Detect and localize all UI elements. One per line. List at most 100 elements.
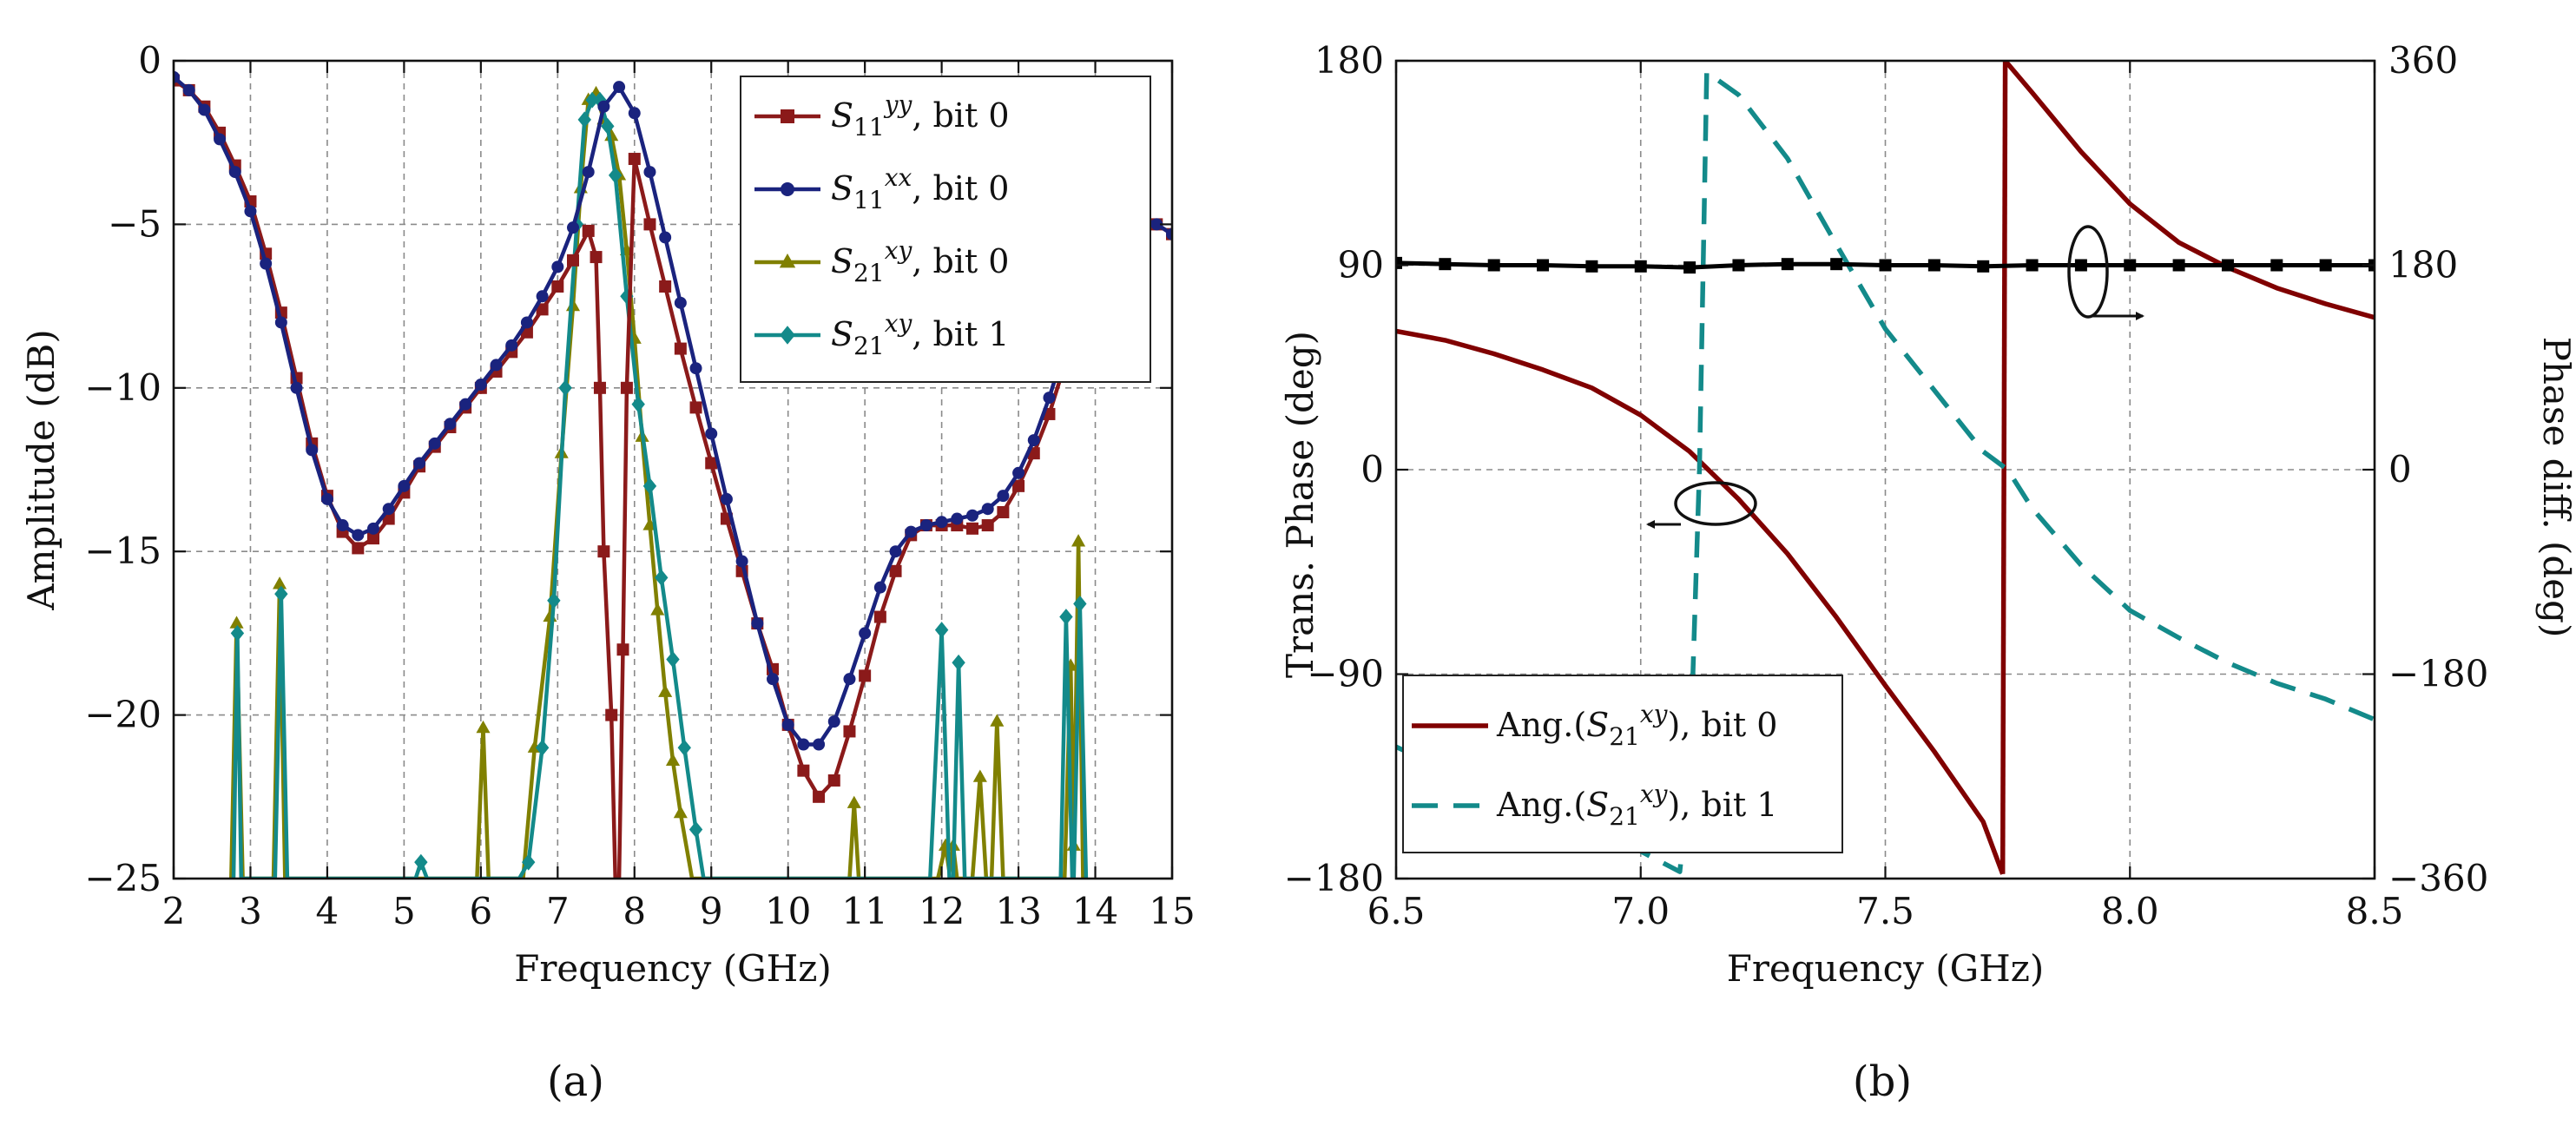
axes-a: 2 3 4 5 6 7 8 9 10 11 12 13 14 15 0 −5 −10 −15 −20 −25	[84, 39, 1195, 932]
data-point	[1027, 434, 1040, 447]
y2-tick-label: 360	[2388, 39, 2458, 82]
data-point	[688, 821, 703, 838]
legend-label-base: S	[831, 315, 853, 353]
data-point	[597, 100, 610, 113]
data-point	[428, 437, 441, 450]
data-point	[1927, 259, 1940, 272]
data-point	[260, 257, 273, 270]
data-point	[174, 70, 180, 83]
data-point	[398, 479, 411, 492]
data-point	[767, 673, 779, 686]
data-point	[1732, 259, 1745, 272]
data-point	[616, 643, 629, 656]
data-point	[593, 381, 606, 394]
legend-label-base: Ang.(	[1496, 786, 1586, 824]
legend-label-rest: ), bit 0	[1667, 706, 1777, 744]
legend-label-base: Ang.(	[1496, 706, 1586, 744]
data-point	[1879, 259, 1892, 272]
data-point	[658, 684, 673, 697]
data-point	[1059, 609, 1073, 626]
data-point	[751, 617, 764, 630]
data-point	[582, 224, 595, 237]
data-point	[689, 362, 702, 375]
y2-tick-label: 180	[2388, 244, 2458, 286]
grid-b	[1396, 61, 2375, 879]
x-tick-label: 5	[392, 890, 416, 932]
axes-frame	[172, 59, 1174, 880]
data-point	[1683, 261, 1696, 274]
data-point	[1585, 260, 1598, 273]
legend-label-base: S	[831, 96, 853, 135]
x-tick-label: 13	[995, 890, 1041, 932]
x-tick-label: 2	[162, 890, 186, 932]
data-point	[843, 673, 856, 686]
data-point	[628, 153, 641, 166]
data-point	[336, 519, 349, 532]
data-point	[352, 542, 365, 555]
data-point	[182, 83, 195, 96]
legend-label: S11yy, bit 0	[831, 90, 1010, 142]
data-point	[919, 519, 932, 532]
data-point	[551, 260, 564, 273]
axes-frame	[1394, 59, 2376, 880]
x-tick-label: 12	[919, 890, 965, 932]
data-point	[601, 117, 615, 135]
legend-label-subscript: 11	[853, 113, 885, 142]
data-point	[2026, 259, 2039, 272]
data-point	[1977, 260, 1990, 273]
x-tick-label: 9	[700, 890, 723, 932]
data-point	[414, 853, 428, 871]
data-point	[1012, 479, 1025, 492]
data-point	[972, 769, 987, 782]
y-tick-label: −25	[84, 857, 161, 899]
data-point	[551, 280, 564, 293]
legend-label-rest: ), bit 1	[1667, 786, 1777, 824]
legend-marker	[781, 109, 794, 123]
data-point	[873, 581, 886, 594]
legend-label-symbol: S	[1586, 706, 1609, 744]
y-tick-label: −15	[84, 530, 161, 572]
data-point	[505, 339, 518, 352]
y-tick-label: 90	[1338, 244, 1384, 286]
legend-label-rest: , bit 0	[912, 169, 1009, 207]
y-axis-title-b: Trans. Phase (deg)	[1279, 331, 1321, 678]
data-point	[597, 545, 610, 558]
data-point	[490, 359, 503, 372]
legend-label-superscript: xy	[1640, 780, 1669, 808]
data-point	[620, 381, 633, 394]
data-point	[889, 545, 902, 558]
data-point	[705, 427, 718, 440]
data-point	[1781, 258, 1794, 271]
data-point	[813, 790, 826, 803]
data-point	[889, 564, 902, 577]
data-point	[655, 569, 669, 586]
legend-label-subscript: 11	[853, 186, 885, 214]
legend-label-superscript: xy	[885, 236, 913, 265]
y-tick-label: 0	[138, 39, 161, 82]
data-point	[567, 254, 579, 267]
x-tick-label: 8	[623, 890, 646, 932]
data-point	[859, 669, 872, 682]
y-tick-label: 0	[1360, 448, 1384, 491]
legend-label: S21xy, bit 1	[831, 309, 1009, 360]
x-tick-label: 6.5	[1367, 890, 1426, 932]
x-tick-label: 3	[239, 890, 262, 932]
data-point	[1537, 259, 1550, 272]
data-point	[674, 342, 687, 355]
data-point	[665, 753, 681, 766]
series-line	[1396, 328, 2006, 875]
series-line	[229, 91, 1085, 879]
y-tick-label: −5	[108, 202, 161, 245]
x-tick-label: 7.0	[1611, 890, 1670, 932]
data-point	[585, 91, 599, 109]
right-axis-indicator-ellipse	[2067, 225, 2109, 319]
data-point	[1150, 218, 1163, 231]
data-point	[352, 529, 365, 542]
data-point	[1166, 227, 1172, 240]
data-point	[797, 764, 810, 777]
